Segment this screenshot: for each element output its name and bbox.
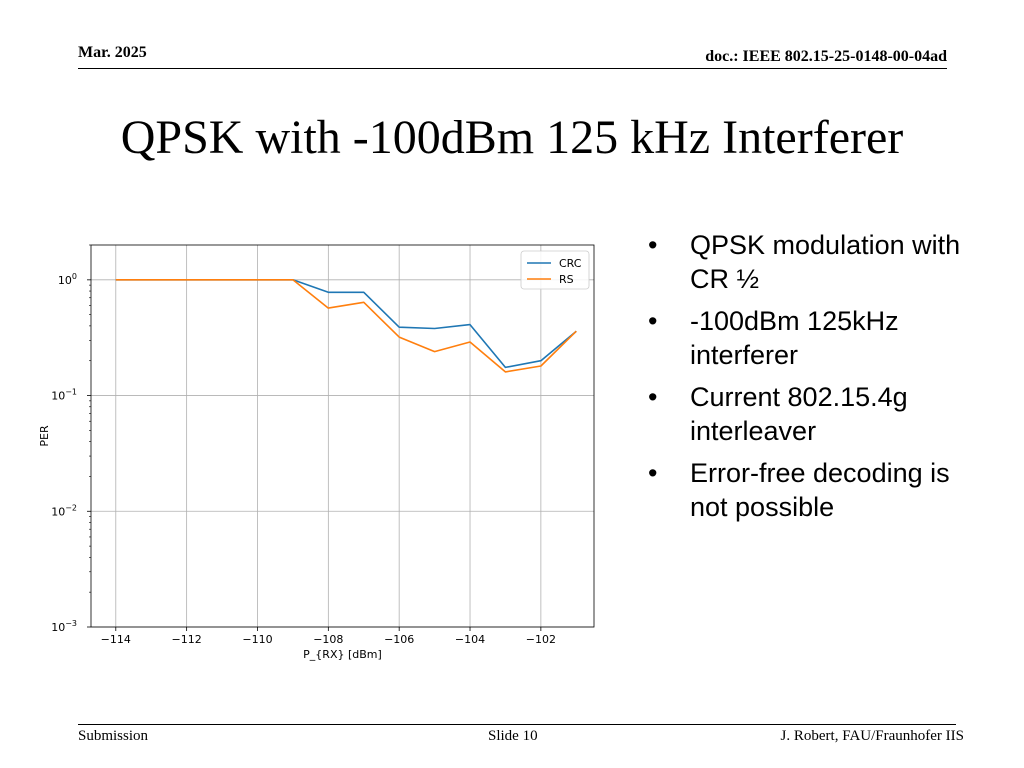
x-tick-label: −112 <box>172 633 202 646</box>
bullet-dot: • <box>648 382 658 412</box>
bullet-text: QPSK modulation with CR ½ <box>690 230 961 294</box>
y-tick-exponent: −3 <box>65 619 77 628</box>
bullet-item: • Error-free decoding is not possible <box>648 456 968 524</box>
y-tick-label: 10−1 <box>51 388 77 403</box>
footer-submission: Submission <box>78 728 149 744</box>
bullet-text: Current 802.15.4g interleaver <box>690 382 908 446</box>
bullet-dot: • <box>648 458 658 488</box>
y-tick-label: 10−3 <box>51 619 77 634</box>
series-line-crc <box>115 278 577 369</box>
x-tick-label: −110 <box>242 633 272 646</box>
slide-title: QPSK with -100dBm 125 kHz Interferer <box>120 111 904 164</box>
bullet-item: • Current 802.15.4g interleaver <box>648 380 968 448</box>
per-chart: −114 −112 −110 −108 −106 −104 −102 100 10−1 10−2 1… <box>30 235 610 680</box>
bullet-text: -100dBm 125kHz interferer <box>690 306 899 370</box>
x-tick-label: −108 <box>313 633 343 646</box>
footer-author: J. Robert, FAU/Fraunhofer IIS <box>780 728 964 744</box>
per-chart-svg: −114 −112 −110 −108 −106 −104 −102 100 10−1 10−2 1… <box>38 244 595 661</box>
footer-divider <box>78 724 956 725</box>
x-tick-label: −106 <box>384 633 414 646</box>
y-tick-label: 10−2 <box>51 503 77 518</box>
y-tick-exponent: 0 <box>72 272 77 281</box>
legend-label-rs: RS <box>559 273 574 286</box>
plot-frame <box>90 244 595 628</box>
bullet-item: • -100dBm 125kHz interferer <box>648 304 968 372</box>
x-tick-label: −104 <box>455 633 485 646</box>
header-divider <box>78 68 947 69</box>
x-axis-label: P_{RX} [dBm] <box>303 648 382 661</box>
x-tick-label: −102 <box>526 633 556 646</box>
legend-label-crc: CRC <box>559 257 582 270</box>
footer-slide-number: Slide 10 <box>488 728 538 744</box>
y-axis-label: PER <box>38 425 51 447</box>
series-line-rs <box>115 278 577 373</box>
header-date: Mar. 2025 <box>78 44 147 61</box>
y-tick-exponent: −1 <box>65 388 77 397</box>
bullet-text: Error-free decoding is not possible <box>690 458 950 522</box>
y-tick-exponent: −2 <box>65 503 77 512</box>
bullet-item: • QPSK modulation with CR ½ <box>648 228 968 296</box>
x-tick-label: −114 <box>101 633 131 646</box>
y-tick-label: 100 <box>58 272 77 287</box>
bullet-list: • QPSK modulation with CR ½ • -100dBm 125k… <box>648 228 968 532</box>
bullet-dot: • <box>648 230 658 260</box>
bullet-dot: • <box>648 306 658 336</box>
header-doc-id: doc.: IEEE 802.15-25-0148-00-04ad <box>705 48 947 65</box>
